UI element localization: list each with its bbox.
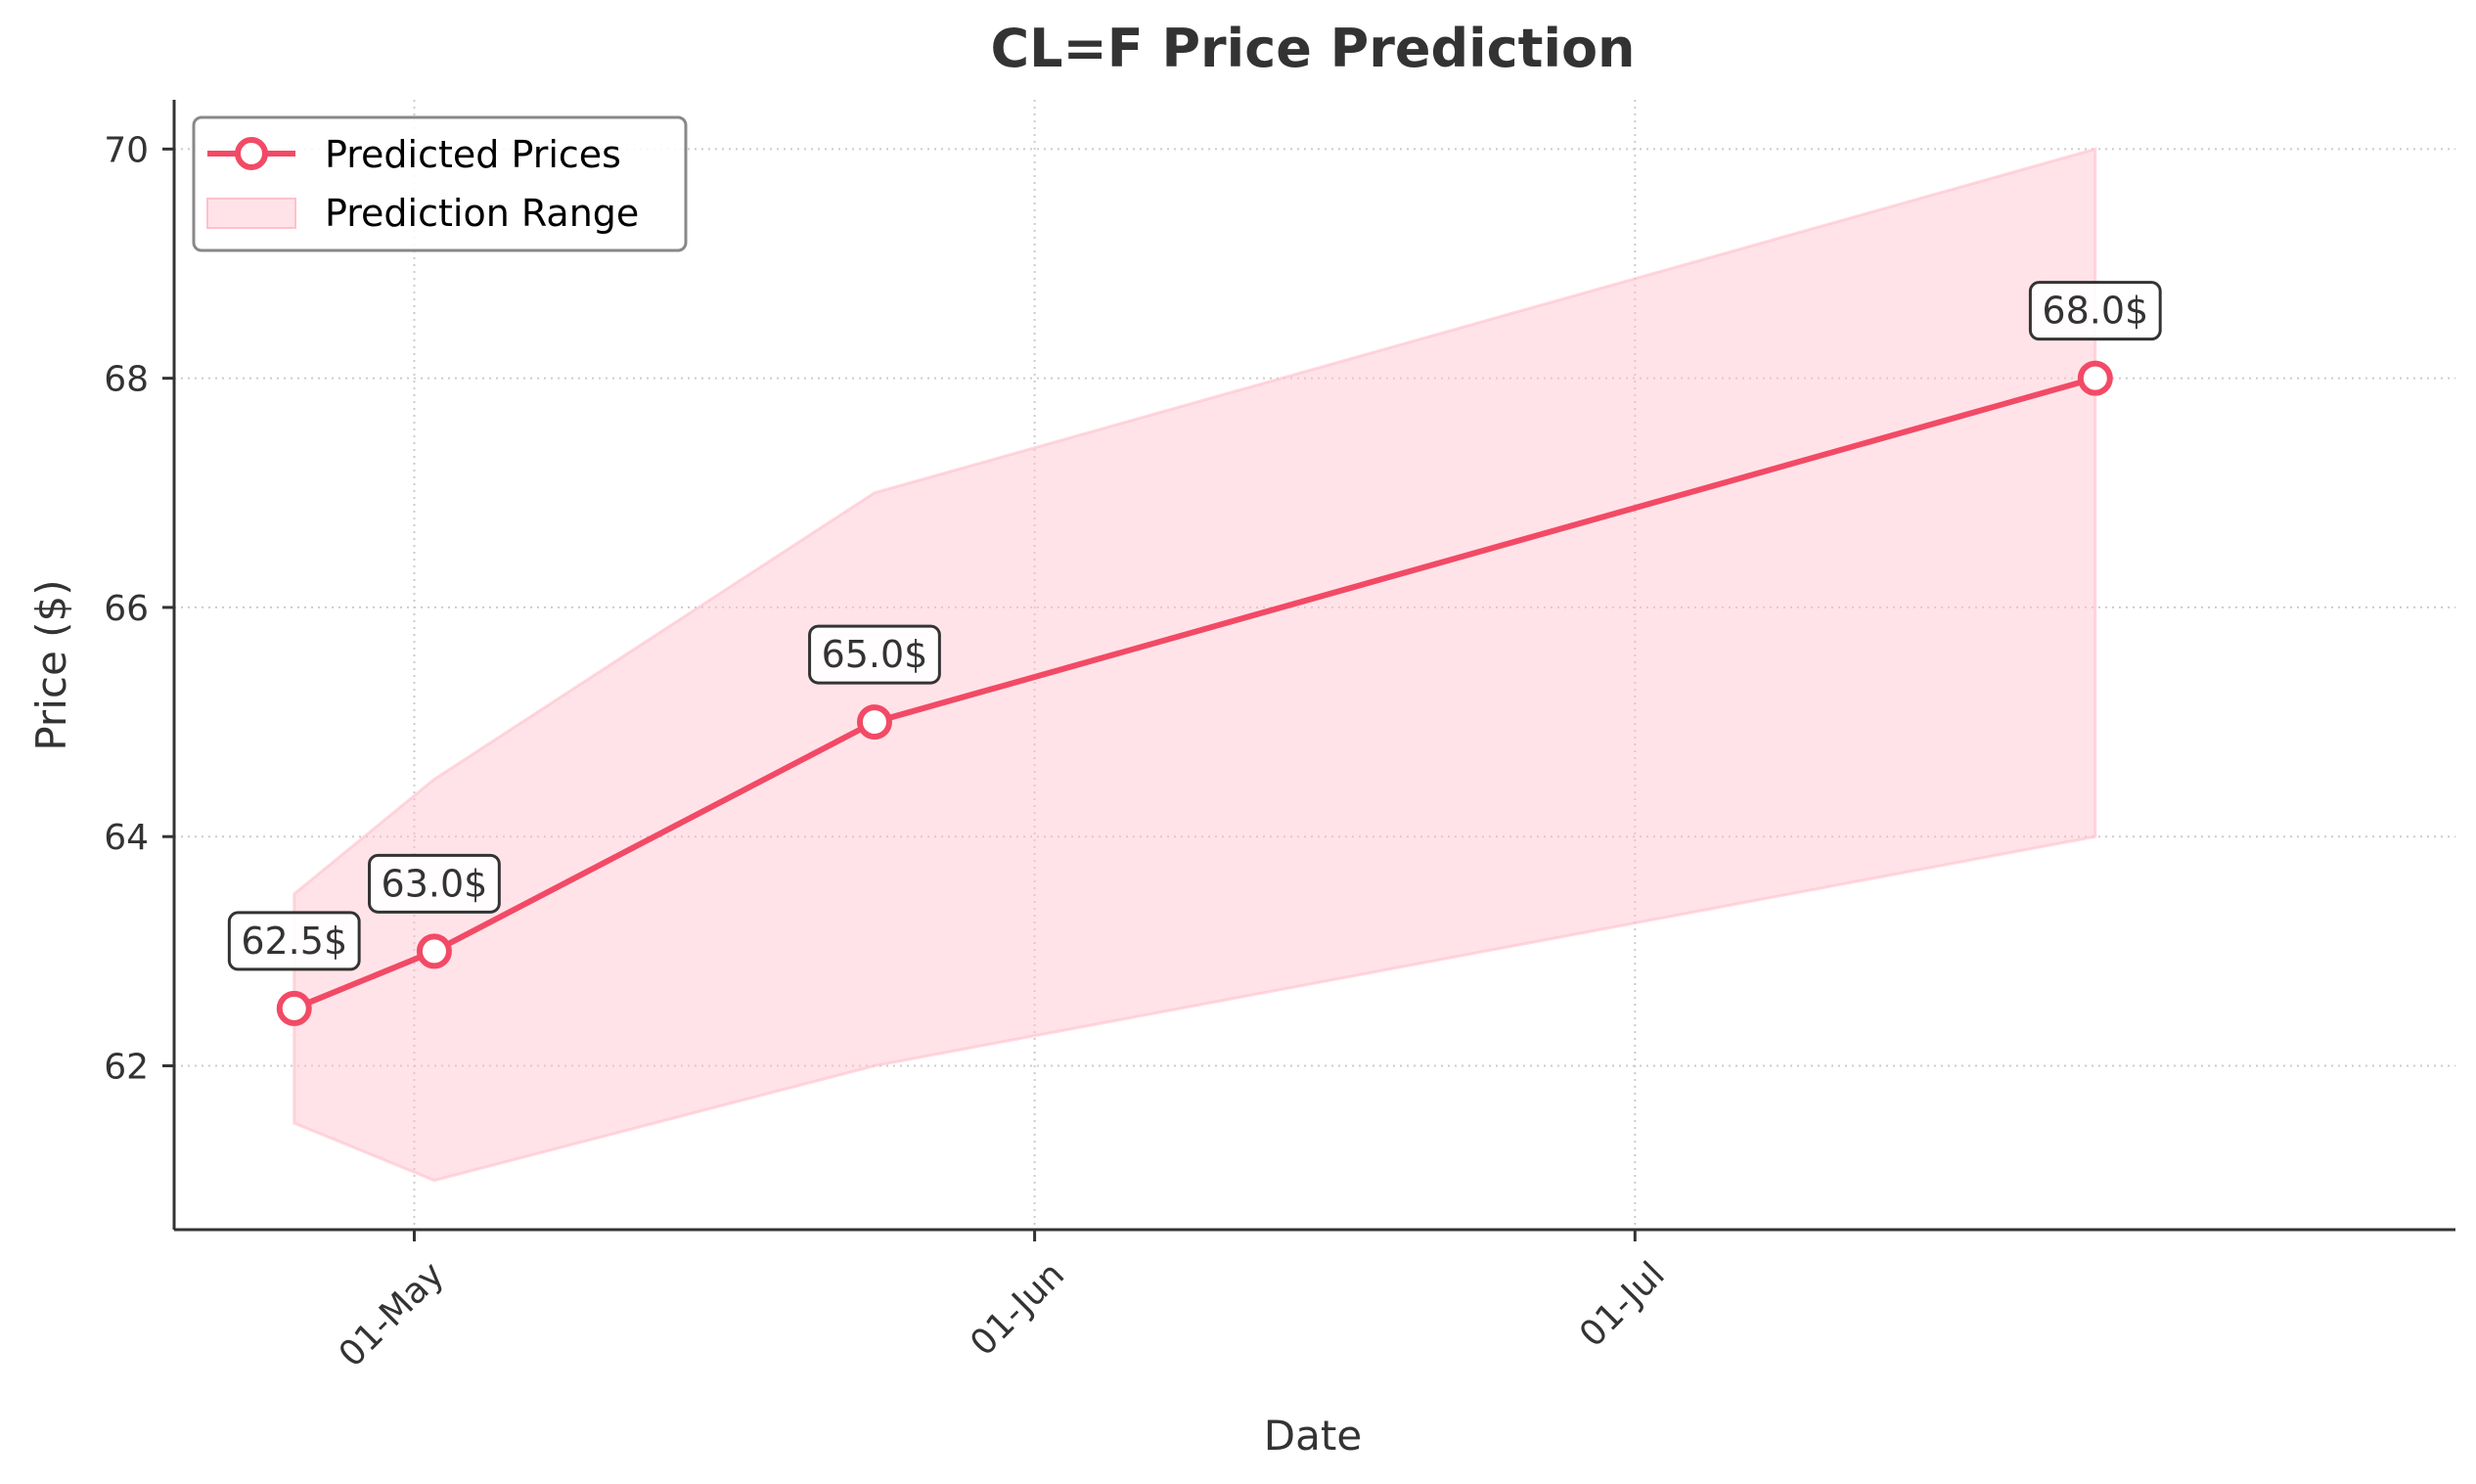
x-axis-label: Date <box>1264 1412 1362 1460</box>
legend-marker-swatch <box>235 137 268 170</box>
data-label: 68.0$ <box>2028 281 2162 341</box>
data-labels: 62.5$ 63.0$ 65.0$ 68.0$ <box>227 281 2162 971</box>
legend-area-swatch <box>206 198 296 229</box>
y-tick-label: 66 <box>104 589 149 629</box>
data-label: 62.5$ <box>227 911 361 971</box>
y-tick-label: 70 <box>104 130 149 170</box>
y-tick-label: 64 <box>104 818 149 858</box>
data-points <box>276 360 2113 1026</box>
data-label-text: 62.5$ <box>241 920 347 963</box>
data-label-box <box>2028 281 2162 341</box>
predicted-prices-polyline <box>291 375 2098 1012</box>
data-label-text: 68.0$ <box>2042 290 2148 333</box>
data-point-marker <box>2077 360 2113 396</box>
data-label-box <box>368 853 501 914</box>
legend: Predicted Prices Prediction Range <box>192 115 688 252</box>
data-label-text: 65.0$ <box>822 633 928 676</box>
prediction-range-area <box>293 147 2097 1183</box>
data-label-box <box>808 624 941 685</box>
data-label-box <box>227 911 361 971</box>
chart-title: CL=F Price Prediction <box>991 18 1636 79</box>
data-label: 65.0$ <box>808 624 941 685</box>
data-point-marker <box>416 933 452 969</box>
data-label-text: 63.0$ <box>382 862 488 905</box>
legend-box <box>192 115 688 252</box>
axes <box>162 100 2455 1241</box>
predicted-prices-line <box>291 375 2098 1012</box>
y-axis-label: Price ($) <box>27 579 75 750</box>
data-point-marker <box>276 990 312 1026</box>
legend-label-prediction-range: Prediction Range <box>325 192 639 235</box>
y-tick-label: 68 <box>104 360 149 400</box>
y-tick-label: 62 <box>104 1047 149 1087</box>
prediction-range-band <box>293 147 2097 1183</box>
data-label: 63.0$ <box>368 853 501 914</box>
legend-label-predicted-prices: Predicted Prices <box>325 133 621 176</box>
data-point-marker <box>856 704 892 741</box>
